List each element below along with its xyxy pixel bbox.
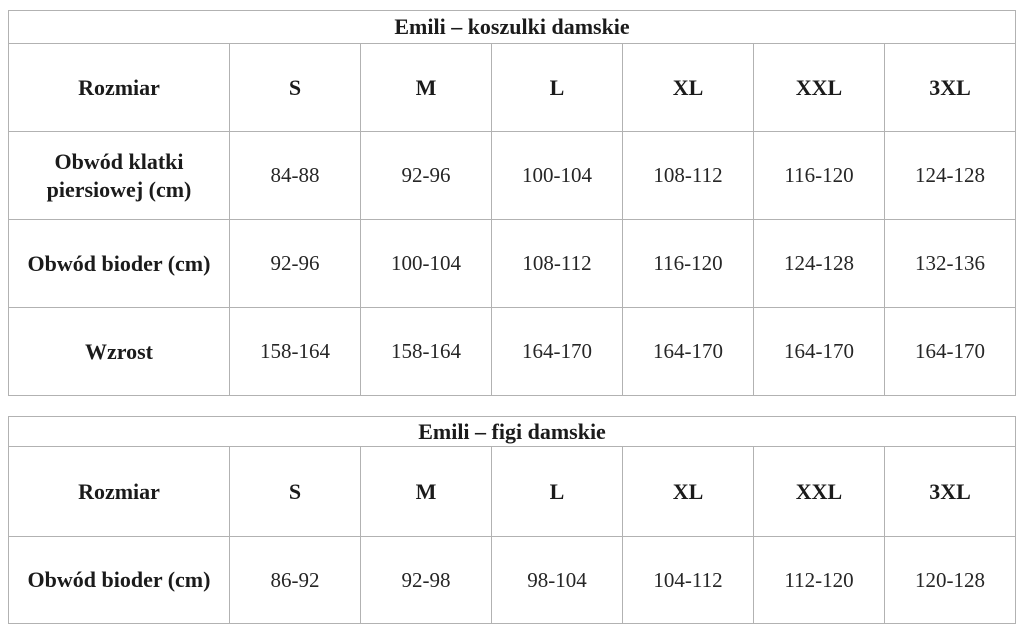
table-title: Emili – koszulki damskie bbox=[7, 10, 1017, 44]
column-header-l: L bbox=[491, 446, 623, 537]
cell-value: 158-164 bbox=[229, 307, 361, 396]
cell-value: 112-120 bbox=[753, 536, 885, 624]
cell-value: 120-128 bbox=[883, 536, 1017, 624]
cell-value: 116-120 bbox=[753, 131, 885, 220]
column-header-xl: XL bbox=[622, 446, 754, 537]
row-label: Obwód bioder (cm) bbox=[8, 536, 230, 624]
column-header-m: M bbox=[360, 446, 492, 537]
cell-value: 164-170 bbox=[883, 307, 1017, 396]
cell-value: 164-170 bbox=[491, 307, 623, 396]
row-label: Obwód bioder (cm) bbox=[8, 219, 230, 308]
cell-value: 124-128 bbox=[883, 131, 1017, 220]
cell-value: 92-96 bbox=[360, 131, 492, 220]
cell-value: 98-104 bbox=[491, 536, 623, 624]
cell-value: 100-104 bbox=[360, 219, 492, 308]
table-header-row: Rozmiar S M L XL XXL 3XL bbox=[8, 43, 1017, 132]
cell-value: 164-170 bbox=[622, 307, 754, 396]
column-header-3xl: 3XL bbox=[883, 43, 1017, 132]
table-header-row: Rozmiar S M L XL XXL 3XL bbox=[8, 446, 1017, 537]
column-header-3xl: 3XL bbox=[883, 446, 1017, 537]
cell-value: 124-128 bbox=[753, 219, 885, 308]
cell-value: 100-104 bbox=[491, 131, 623, 220]
table-row-chest: Obwód klatki piersiowej (cm) 84-88 92-96… bbox=[8, 131, 1017, 220]
table-row-height: Wzrost 158-164 158-164 164-170 164-170 1… bbox=[8, 307, 1017, 396]
size-table-figi: Emili – figi damskie Rozmiar S M L XL XX… bbox=[7, 416, 1017, 624]
cell-value: 116-120 bbox=[622, 219, 754, 308]
cell-value: 164-170 bbox=[753, 307, 885, 396]
cell-value: 104-112 bbox=[622, 536, 754, 624]
size-table-koszulki: Emili – koszulki damskie Rozmiar S M L X… bbox=[7, 10, 1017, 396]
column-header-s: S bbox=[229, 43, 361, 132]
column-header-l: L bbox=[491, 43, 623, 132]
column-header-m: M bbox=[360, 43, 492, 132]
cell-value: 158-164 bbox=[360, 307, 492, 396]
cell-value: 108-112 bbox=[622, 131, 754, 220]
cell-value: 92-98 bbox=[360, 536, 492, 624]
column-header-s: S bbox=[229, 446, 361, 537]
column-header-rozmiar: Rozmiar bbox=[8, 43, 230, 132]
cell-value: 84-88 bbox=[229, 131, 361, 220]
column-header-xl: XL bbox=[622, 43, 754, 132]
table-title-row: Emili – koszulki damskie bbox=[7, 10, 1017, 44]
column-header-xxl: XXL bbox=[753, 43, 885, 132]
cell-value: 108-112 bbox=[491, 219, 623, 308]
cell-value: 86-92 bbox=[229, 536, 361, 624]
table-row-hips: Obwód bioder (cm) 92-96 100-104 108-112 … bbox=[8, 219, 1017, 308]
column-header-xxl: XXL bbox=[753, 446, 885, 537]
table-title: Emili – figi damskie bbox=[7, 416, 1017, 447]
table-title-row: Emili – figi damskie bbox=[7, 416, 1017, 447]
cell-value: 92-96 bbox=[229, 219, 361, 308]
row-label: Wzrost bbox=[8, 307, 230, 396]
column-header-rozmiar: Rozmiar bbox=[8, 446, 230, 537]
table-row-hips: Obwód bioder (cm) 86-92 92-98 98-104 104… bbox=[8, 536, 1017, 624]
row-label: Obwód klatki piersiowej (cm) bbox=[8, 131, 230, 220]
cell-value: 132-136 bbox=[883, 219, 1017, 308]
